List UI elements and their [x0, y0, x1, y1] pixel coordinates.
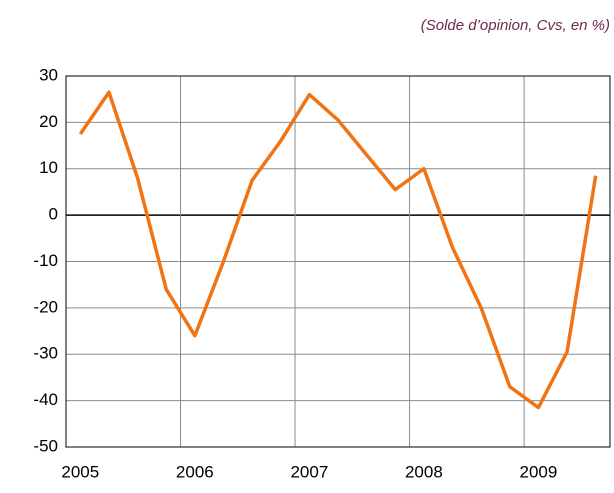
y-tick-label: -30: [33, 344, 58, 363]
y-tick-label: 10: [39, 158, 58, 177]
y-tick-label: -50: [33, 436, 58, 455]
x-tick-label: 2006: [176, 462, 214, 481]
y-tick-label: 30: [39, 65, 58, 84]
y-tick-label: 0: [49, 205, 58, 224]
x-tick-label: 2008: [405, 462, 443, 481]
plot-frame: [65, 75, 611, 448]
x-tick-label: 2005: [61, 462, 99, 481]
chart-subtitle: (Solde d’opinion, Cvs, en %): [421, 17, 610, 34]
data-line: [78, 90, 598, 410]
y-tick-label: -20: [33, 297, 58, 316]
y-tick-label: 20: [39, 112, 58, 131]
y-tick-label: -40: [33, 390, 58, 409]
y-tick-label: -10: [33, 251, 58, 270]
x-tick-label: 2009: [520, 462, 558, 481]
x-tick-label: 2007: [290, 462, 328, 481]
